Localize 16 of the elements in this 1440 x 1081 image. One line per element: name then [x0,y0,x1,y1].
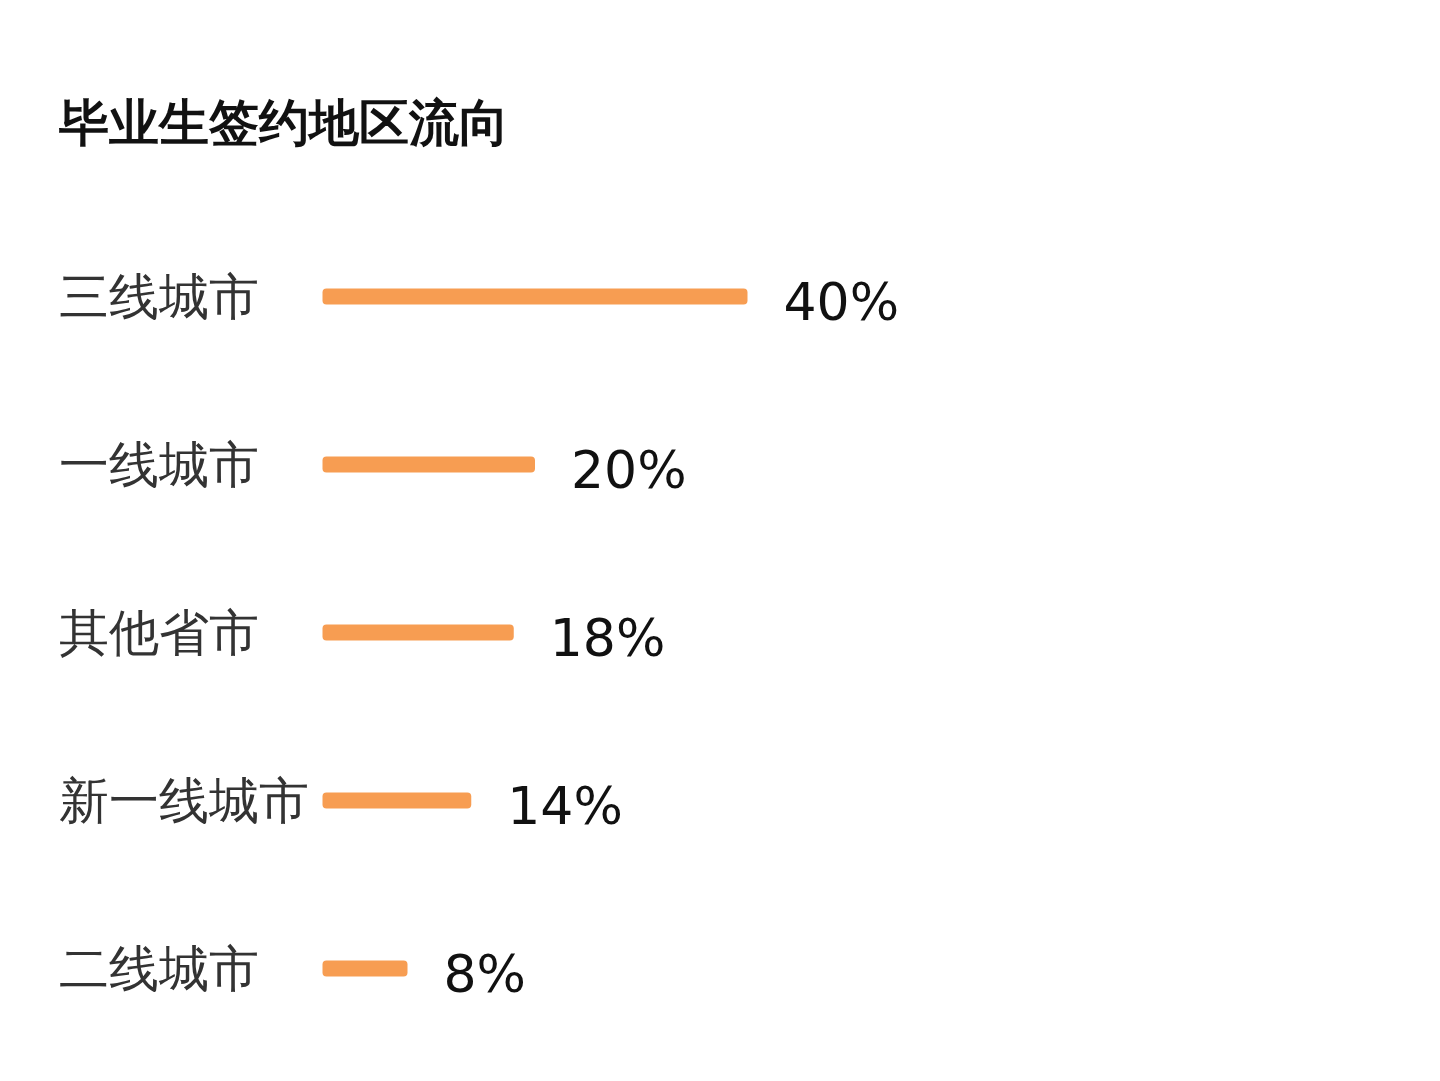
y-tick-label: 一线城市 [58,435,259,494]
data-label: 20% [571,439,687,500]
chart-title: 毕业生签约地区流向 [57,93,509,152]
data-label: 18% [549,607,666,668]
data-label: 14% [507,775,623,836]
bar [322,456,535,473]
bar [322,792,472,809]
bar [322,624,514,641]
bar [322,960,408,977]
y-tick-label: 三线城市 [58,267,259,326]
data-label: 8% [443,943,526,1004]
data-label: 40% [783,271,900,332]
y-tick-label: 二线城市 [58,939,259,998]
y-tick-label: 新一线城市 [58,771,309,830]
bar [322,288,748,305]
y-tick-label: 其他省市 [58,603,259,662]
